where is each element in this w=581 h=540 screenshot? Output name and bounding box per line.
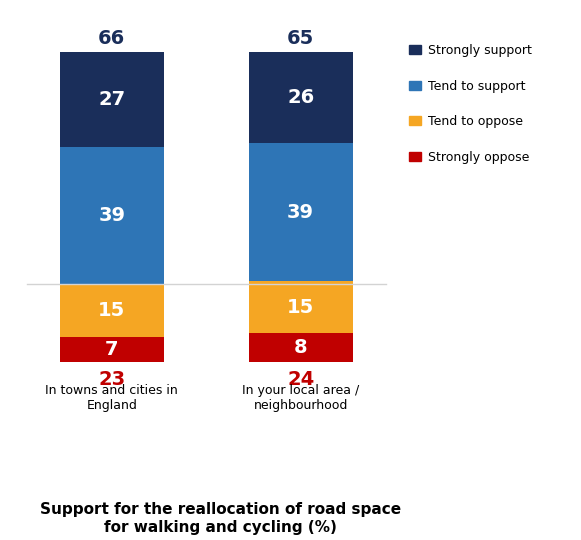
Text: In towns and cities in
England: In towns and cities in England	[45, 384, 178, 413]
Bar	[60, 284, 164, 337]
Legend: Strongly support, Tend to support, Tend to oppose, Strongly oppose: Strongly support, Tend to support, Tend …	[409, 44, 532, 164]
Bar	[60, 147, 164, 284]
Bar	[60, 337, 164, 362]
Text: 24: 24	[287, 370, 314, 389]
Bar	[249, 52, 353, 144]
Text: 23: 23	[98, 370, 125, 389]
Text: 7: 7	[105, 340, 119, 359]
Text: In your local area /
neighbourhood: In your local area / neighbourhood	[242, 384, 359, 413]
Text: 39: 39	[287, 202, 314, 221]
Text: Support for the reallocation of road space
for walking and cycling (%): Support for the reallocation of road spa…	[40, 502, 401, 535]
Bar	[249, 281, 353, 333]
Text: 15: 15	[98, 301, 125, 320]
Bar	[249, 333, 353, 362]
Text: 15: 15	[287, 298, 314, 316]
Text: 27: 27	[98, 90, 125, 109]
Text: 65: 65	[287, 29, 314, 49]
Text: 8: 8	[294, 338, 307, 357]
Text: 26: 26	[287, 88, 314, 107]
Text: 66: 66	[98, 29, 125, 49]
Bar	[60, 52, 164, 147]
Text: 39: 39	[98, 206, 125, 225]
Bar	[249, 144, 353, 281]
